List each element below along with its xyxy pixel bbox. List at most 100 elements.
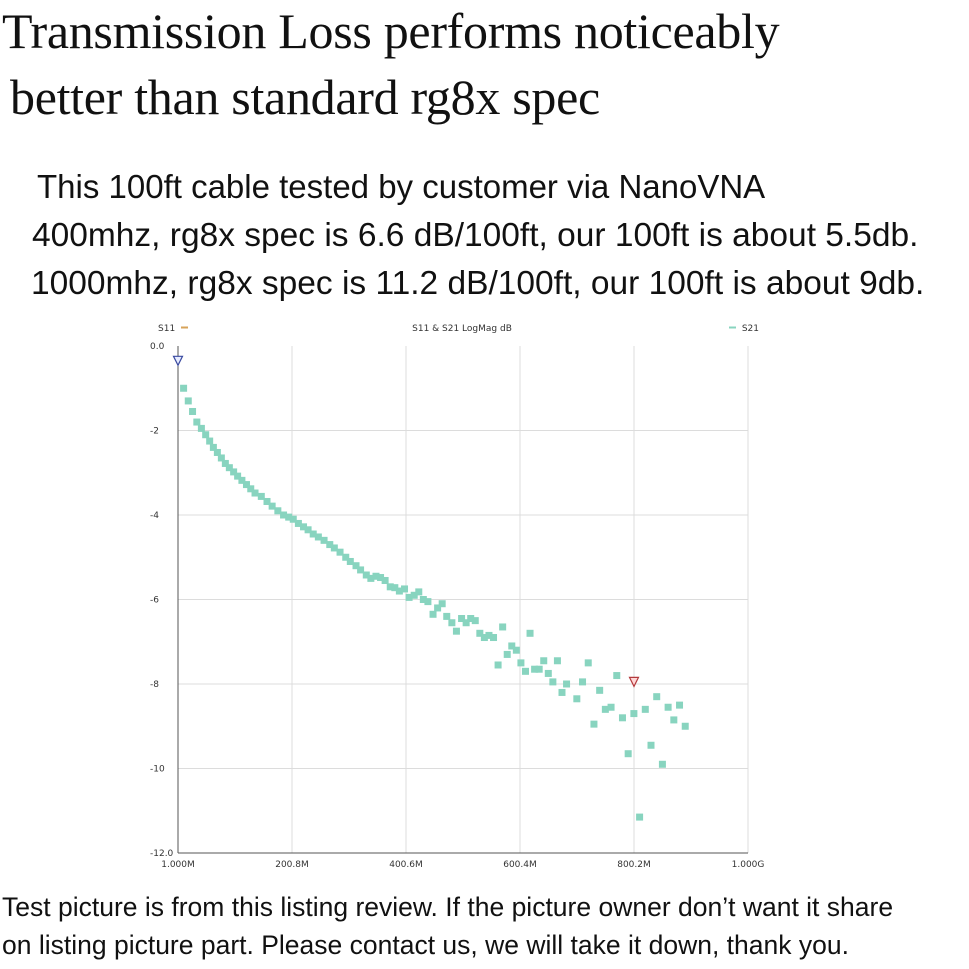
y-tick-label: -4 xyxy=(150,511,159,521)
data-point xyxy=(410,591,418,599)
data-point xyxy=(613,672,621,680)
marker-2-triangle[interactable] xyxy=(628,676,640,688)
data-point xyxy=(618,714,626,722)
data-point xyxy=(251,489,259,497)
data-point xyxy=(508,642,516,650)
data-point xyxy=(405,593,413,601)
x-tick-label: 600.4M xyxy=(503,860,537,870)
data-point xyxy=(242,481,250,489)
footer-line-2: on listing picture part. Please contact … xyxy=(2,930,849,960)
data-point xyxy=(238,476,246,484)
data-point xyxy=(221,459,229,467)
y-tick-label: -6 xyxy=(150,596,159,606)
data-point xyxy=(234,472,242,480)
marker-1-triangle[interactable] xyxy=(172,355,184,367)
data-point xyxy=(285,513,293,521)
data-point xyxy=(197,424,205,432)
data-point xyxy=(681,722,689,730)
data-point xyxy=(480,634,488,642)
data-point xyxy=(526,629,534,637)
data-point xyxy=(230,468,238,476)
data-point xyxy=(309,530,317,538)
data-point xyxy=(304,526,312,534)
data-point xyxy=(180,384,188,392)
data-point xyxy=(330,544,338,552)
headline-line-2: better than standard rg8x spec xyxy=(10,69,600,125)
y-tick-label: -8 xyxy=(150,680,159,690)
data-point xyxy=(438,600,446,608)
data-point xyxy=(490,634,498,642)
data-point xyxy=(573,695,581,703)
x-tick-label: 1.000G xyxy=(732,860,765,870)
footer-line-1: Test picture is from this listing review… xyxy=(2,892,894,922)
x-tick-label: 1.000M xyxy=(161,860,195,870)
chart-frame xyxy=(148,318,768,874)
data-point xyxy=(601,705,609,713)
data-point xyxy=(471,617,479,625)
data-point xyxy=(521,667,529,675)
data-point xyxy=(596,686,604,694)
data-point xyxy=(503,650,511,658)
data-point xyxy=(357,566,365,574)
data-point xyxy=(647,741,655,749)
data-point xyxy=(653,693,661,701)
data-point xyxy=(607,703,615,711)
data-point xyxy=(213,448,221,456)
data-point xyxy=(300,523,308,531)
data-point xyxy=(217,454,225,462)
data-point xyxy=(535,665,543,673)
x-tick-label: 800.2M xyxy=(617,860,651,870)
data-point xyxy=(636,813,644,821)
chart-title: S11 & S21 LogMag dB xyxy=(412,324,512,334)
data-point xyxy=(429,610,437,618)
data-point xyxy=(641,705,649,713)
data-point xyxy=(381,576,389,584)
data-point xyxy=(452,627,460,635)
data-point xyxy=(531,665,539,673)
x-tick-label: 200.8M xyxy=(275,860,309,870)
data-point xyxy=(280,511,288,519)
data-point xyxy=(476,629,484,637)
data-point xyxy=(386,583,394,591)
legend-s11-label: S11 xyxy=(158,324,175,334)
x-tick-label: 400.6M xyxy=(389,860,423,870)
data-point xyxy=(352,562,360,570)
subheading-line-1: This 100ft cable tested by customer via … xyxy=(37,168,766,205)
s21-series xyxy=(180,384,689,821)
data-point xyxy=(320,536,328,544)
data-point xyxy=(326,541,334,549)
data-point xyxy=(563,680,571,688)
data-point xyxy=(458,615,466,623)
subheading-line-3: 1000mhz, rg8x spec is 11.2 dB/100ft, our… xyxy=(31,265,925,302)
data-point xyxy=(367,574,375,582)
data-point xyxy=(202,431,210,439)
data-point xyxy=(268,502,276,510)
data-point xyxy=(415,588,423,596)
data-point xyxy=(263,497,271,505)
x-axis-ticks: 1.000M 200.8M 400.6M 600.4M 800.2M 1.000G xyxy=(161,860,764,870)
data-point xyxy=(424,598,432,606)
data-point xyxy=(336,548,344,556)
data-point xyxy=(209,443,217,451)
data-point xyxy=(544,669,552,677)
markers xyxy=(172,355,640,688)
data-point xyxy=(377,574,385,582)
data-point xyxy=(485,631,493,639)
data-point xyxy=(419,596,427,603)
data-point xyxy=(676,701,684,709)
y-tick-label: -10 xyxy=(150,765,165,775)
data-point xyxy=(401,585,409,593)
data-point xyxy=(540,657,548,665)
data-point xyxy=(289,515,297,523)
y-axis-ticks: 0.0 -2 -4 -6 -8 -10 -12.0 xyxy=(150,342,174,859)
data-point xyxy=(670,716,678,724)
data-point xyxy=(517,659,525,667)
subheading-line-2: 400mhz, rg8x spec is 6.6 dB/100ft, our 1… xyxy=(32,217,919,254)
data-point xyxy=(346,557,354,565)
data-point xyxy=(590,720,598,728)
data-point xyxy=(462,619,470,627)
data-point xyxy=(624,750,632,758)
data-point xyxy=(184,397,192,405)
y-tick-label: -2 xyxy=(150,427,159,437)
